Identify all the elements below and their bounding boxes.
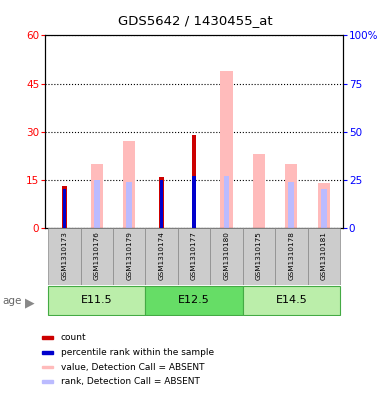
- Bar: [48, 286, 145, 315]
- Bar: [243, 286, 340, 315]
- Text: GDS5642 / 1430455_at: GDS5642 / 1430455_at: [118, 14, 272, 27]
- Bar: [192, 135, 196, 228]
- Bar: [160, 180, 163, 228]
- Bar: [63, 189, 66, 228]
- Bar: [210, 228, 243, 285]
- Bar: [321, 189, 327, 228]
- Bar: [62, 186, 67, 228]
- Text: GSM1310181: GSM1310181: [321, 231, 327, 280]
- Bar: [42, 336, 53, 339]
- Bar: [178, 228, 210, 285]
- Text: age: age: [2, 296, 21, 306]
- Bar: [308, 228, 340, 285]
- Text: GSM1310180: GSM1310180: [223, 231, 229, 280]
- Bar: [126, 182, 132, 228]
- Bar: [90, 164, 103, 228]
- Bar: [94, 180, 100, 228]
- Text: count: count: [61, 333, 87, 342]
- Bar: [42, 365, 53, 369]
- Text: E14.5: E14.5: [275, 295, 307, 305]
- Bar: [48, 228, 80, 285]
- Bar: [275, 228, 308, 285]
- Bar: [160, 176, 164, 228]
- Bar: [253, 154, 265, 228]
- Bar: [317, 183, 330, 228]
- Text: ▶: ▶: [25, 296, 34, 309]
- Text: percentile rank within the sample: percentile rank within the sample: [61, 347, 214, 356]
- Text: GSM1310178: GSM1310178: [288, 231, 294, 280]
- Bar: [223, 176, 229, 228]
- Text: GSM1310177: GSM1310177: [191, 231, 197, 280]
- Text: GSM1310175: GSM1310175: [256, 231, 262, 280]
- Bar: [243, 228, 275, 285]
- Text: E12.5: E12.5: [178, 295, 210, 305]
- Bar: [42, 380, 53, 384]
- Text: GSM1310173: GSM1310173: [61, 231, 67, 280]
- Bar: [113, 228, 145, 285]
- Bar: [123, 141, 135, 228]
- Text: value, Detection Call = ABSENT: value, Detection Call = ABSENT: [61, 362, 204, 371]
- Bar: [145, 286, 243, 315]
- Text: GSM1310176: GSM1310176: [94, 231, 100, 280]
- Text: GSM1310179: GSM1310179: [126, 231, 132, 280]
- Bar: [42, 351, 53, 354]
- Bar: [192, 176, 196, 228]
- Text: GSM1310174: GSM1310174: [159, 231, 165, 280]
- Bar: [80, 228, 113, 285]
- Bar: [285, 164, 298, 228]
- Bar: [220, 71, 232, 228]
- Bar: [145, 228, 178, 285]
- Text: rank, Detection Call = ABSENT: rank, Detection Call = ABSENT: [61, 377, 200, 386]
- Text: E11.5: E11.5: [81, 295, 113, 305]
- Bar: [288, 182, 294, 228]
